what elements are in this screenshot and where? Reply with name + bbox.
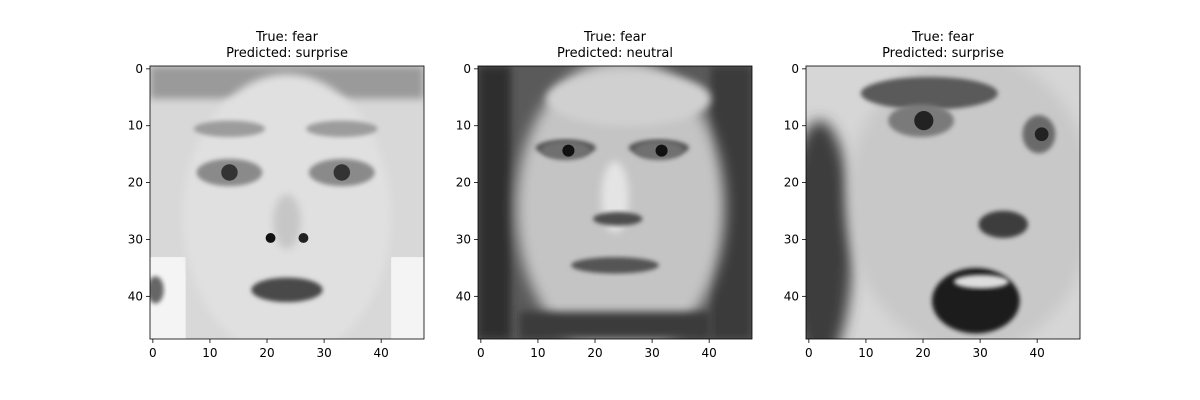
x-tick-label: 0 xyxy=(477,346,485,360)
x-tick-label: 40 xyxy=(702,346,717,360)
panel-title-predicted: Predicted: neutral xyxy=(557,46,673,61)
face-image xyxy=(478,66,752,339)
x-tick-label: 30 xyxy=(972,346,987,360)
x-tick-label: 30 xyxy=(316,346,331,360)
y-tick-label: 40 xyxy=(784,289,799,303)
panel-title-true: True: fear xyxy=(911,30,975,45)
x-tick-label: 10 xyxy=(858,346,873,360)
panel-title-predicted: Predicted: surprise xyxy=(882,46,1004,61)
x-tick-label: 10 xyxy=(202,346,217,360)
x-tick-label: 40 xyxy=(374,346,389,360)
y-tick-label: 0 xyxy=(463,62,471,76)
y-tick-label: 20 xyxy=(128,176,143,190)
x-tick-label: 20 xyxy=(587,346,602,360)
y-tick-label: 30 xyxy=(784,232,799,246)
y-tick-label: 0 xyxy=(135,62,143,76)
face-image xyxy=(806,66,1080,339)
x-tick-label: 40 xyxy=(1030,346,1045,360)
axes-frame xyxy=(149,65,425,340)
x-tick-label: 20 xyxy=(915,346,930,360)
x-tick-label: 0 xyxy=(805,346,813,360)
y-tick-label: 40 xyxy=(456,289,471,303)
axes-frame xyxy=(805,65,1081,340)
y-tick-label: 20 xyxy=(784,176,799,190)
y-tick-label: 30 xyxy=(456,232,471,246)
y-tick-label: 0 xyxy=(791,62,799,76)
y-tick-label: 40 xyxy=(128,289,143,303)
axes-frame xyxy=(477,65,753,340)
panel-title-true: True: fear xyxy=(583,30,647,45)
y-tick-label: 30 xyxy=(128,232,143,246)
panel-title-predicted: Predicted: surprise xyxy=(226,46,348,61)
panel-title-true: True: fear xyxy=(255,30,319,45)
x-tick-label: 10 xyxy=(530,346,545,360)
y-tick-label: 10 xyxy=(784,119,799,133)
x-tick-label: 30 xyxy=(644,346,659,360)
x-tick-label: 0 xyxy=(149,346,157,360)
y-tick-label: 10 xyxy=(456,119,471,133)
y-tick-label: 20 xyxy=(456,176,471,190)
face-image xyxy=(150,66,424,339)
y-tick-label: 10 xyxy=(128,119,143,133)
x-tick-label: 20 xyxy=(259,346,274,360)
